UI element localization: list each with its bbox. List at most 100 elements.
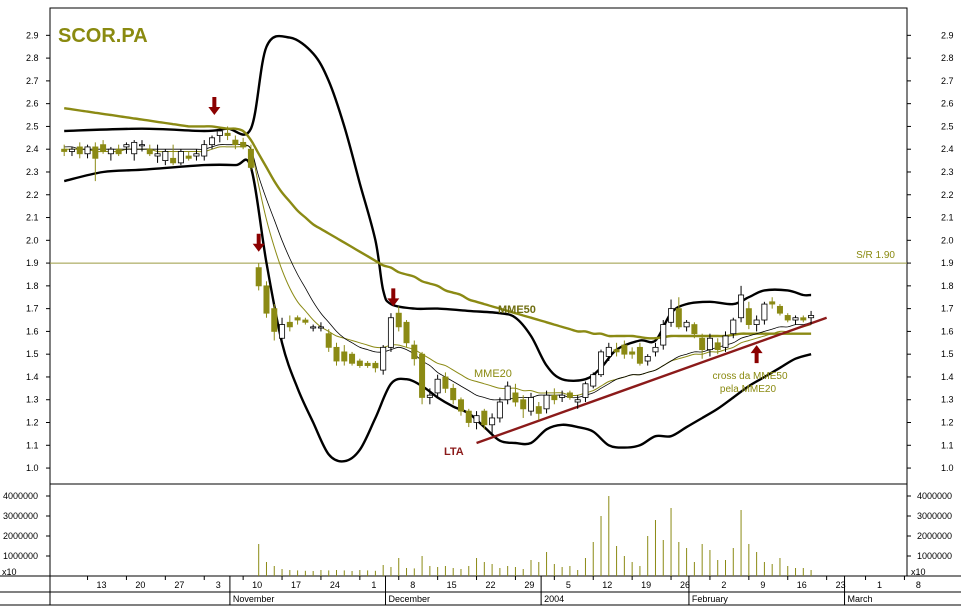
candle-body (629, 351, 636, 355)
volume-bars (258, 496, 812, 576)
price-tick-label-left: 2.6 (26, 99, 39, 109)
day-tick-label: 8 (916, 580, 921, 590)
candle-body (644, 356, 651, 362)
price-tick-label-right: 1.9 (941, 258, 954, 268)
volume-multiplier-left: x10 (2, 567, 17, 577)
arrow-down-icon (252, 233, 265, 252)
mme20-label: MME20 (474, 368, 512, 380)
day-tick-label: 5 (566, 580, 571, 590)
day-tick-label: 15 (447, 580, 457, 590)
month-label: February (692, 594, 729, 604)
price-tick-label-right: 1.1 (941, 440, 954, 450)
candle-body (333, 346, 340, 362)
arrow-down-icon (387, 288, 400, 307)
price-tick-label-left: 2.8 (26, 53, 39, 63)
candle-body (411, 344, 418, 360)
day-tick-label: 13 (97, 580, 107, 590)
trendline-lta (476, 316, 828, 445)
candle-body (162, 151, 169, 161)
candle-body (512, 392, 519, 403)
day-tick-label: 19 (641, 580, 651, 590)
candle-body (738, 294, 745, 319)
month-label: November (233, 594, 275, 604)
price-tick-label-left: 1.2 (26, 418, 39, 428)
candle-body (660, 324, 667, 346)
price-tick-label-left: 2.5 (26, 121, 39, 131)
volume-tick-label-left: 3000000 (3, 511, 38, 521)
candle-body (745, 308, 752, 325)
price-tick-label-right: 2.1 (941, 213, 954, 223)
day-tick-label: 17 (291, 580, 301, 590)
price-tick-label-left: 1.0 (26, 463, 39, 473)
cross-label-line1: cross da MME50 (712, 371, 787, 382)
candle-body (426, 394, 433, 398)
candle-body (551, 394, 558, 401)
day-tick-label: 1 (371, 580, 376, 590)
candle-body (403, 321, 410, 344)
candle-body (240, 141, 247, 148)
price-tick-label-right: 1.5 (941, 349, 954, 359)
candle-body (442, 376, 449, 389)
candle-body (543, 394, 550, 410)
day-tick-label: 29 (524, 580, 534, 590)
day-tick-label: 24 (330, 580, 340, 590)
day-tick-label: 10 (252, 580, 262, 590)
volume-tick-label-left: 2000000 (3, 531, 38, 541)
price-tick-label-left: 1.4 (26, 372, 39, 382)
candle-body (559, 394, 566, 398)
price-tick-label-right: 2.4 (941, 144, 954, 154)
candle-body (683, 321, 690, 328)
price-tick-label-left: 1.6 (26, 326, 39, 336)
candle-body (722, 335, 729, 348)
day-tick-label: 12 (602, 580, 612, 590)
price-tick-label-right: 2.3 (941, 167, 954, 177)
candle-body (613, 349, 620, 353)
candle-body (317, 326, 324, 329)
candle-body (753, 319, 760, 325)
price-tick-label-left: 1.7 (26, 304, 39, 314)
cross-label-line2: pela MME20 (720, 384, 777, 395)
candle-body (457, 399, 464, 412)
candle-body (636, 346, 643, 364)
volume-tick-label-right: 4000000 (917, 491, 952, 501)
candle-body (800, 317, 807, 321)
candle-body (566, 392, 573, 398)
price-tick-label-right: 1.3 (941, 395, 954, 405)
candle-body (138, 144, 145, 147)
signal-arrows (208, 97, 763, 364)
price-tick-label-left: 2.9 (26, 30, 39, 40)
candle-body (294, 317, 301, 321)
candle-body (131, 141, 138, 155)
candle-body (590, 374, 597, 387)
candle-body (177, 151, 184, 164)
candle-body (341, 351, 348, 362)
price-tick-label-right: 1.0 (941, 463, 954, 473)
candle-body (216, 130, 223, 136)
candle-body (605, 346, 612, 357)
price-tick-label-left: 1.5 (26, 349, 39, 359)
price-tick-label-left: 2.2 (26, 190, 39, 200)
bollinger-upper (64, 34, 812, 382)
candle-body (520, 399, 527, 410)
candle-body (84, 146, 91, 155)
price-tick-label-left: 2.1 (26, 213, 39, 223)
day-tick-label: 27 (174, 580, 184, 590)
candle-body (107, 148, 114, 155)
candle-body (372, 362, 379, 369)
candle-body (504, 385, 511, 401)
candle-body (279, 324, 286, 339)
candle-body (706, 337, 713, 351)
candle-body (61, 148, 68, 152)
volume-tick-label-right: 1000000 (917, 551, 952, 561)
price-tick-label-left: 1.1 (26, 440, 39, 450)
candle-body (574, 399, 581, 403)
price-tick-label-left: 2.0 (26, 235, 39, 245)
arrow-up-icon (750, 345, 763, 364)
candle-body (193, 153, 200, 157)
mme50-line (64, 107, 812, 340)
chart-frame (0, 7, 961, 606)
candle-body (465, 410, 472, 423)
candle-body (209, 137, 216, 146)
candle-body (776, 305, 783, 314)
candle-body (170, 157, 177, 164)
